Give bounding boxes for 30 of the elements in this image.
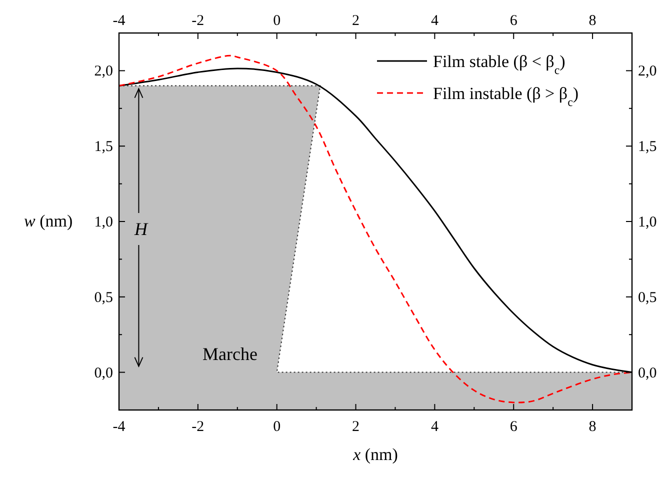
x2-tick-label: 2 [352, 419, 360, 435]
y2-tick-label: 1,0 [638, 214, 657, 230]
legend-label: Film stable (β < β$_{c}$) [433, 52, 566, 77]
x-tick-label: 6 [510, 13, 518, 29]
y-tick-label: 0,0 [94, 365, 113, 382]
x-tick-label: 0 [273, 13, 281, 29]
y2-tick-label: 2,0 [638, 64, 657, 80]
legend-label: Film instable (β > β$_{c}$) [433, 84, 579, 109]
y2-tick-label: 0,0 [638, 365, 657, 382]
x-tick-label: -2 [192, 13, 204, 29]
x2-tick-label: -4 [112, 419, 126, 435]
x-tick-label: 8 [588, 13, 596, 29]
y-tick-label: 1,0 [94, 214, 113, 230]
x2-tick-label: 8 [588, 419, 596, 435]
x-tick-label: 2 [352, 13, 360, 29]
y-tick-label: 0,5 [94, 290, 113, 306]
x-tick-label: -4 [112, 13, 126, 29]
y-tick-label: 2,0 [94, 64, 113, 80]
x2-tick-label: 0 [273, 419, 281, 435]
y2-tick-label: 1,5 [638, 139, 657, 156]
x2-tick-label: 4 [430, 419, 439, 435]
annotation: Marche [202, 344, 258, 364]
y-axis-title: w (nm) [24, 212, 73, 230]
annotation: H [134, 219, 148, 239]
y-tick-label: 1,5 [94, 139, 113, 156]
x-tick-label: 4 [430, 13, 439, 29]
y2-tick-label: 0,5 [638, 290, 657, 306]
x2-tick-label: 6 [510, 419, 518, 435]
x-axis-title: x (nm) [352, 445, 398, 464]
x2-tick-label: -2 [192, 419, 204, 435]
